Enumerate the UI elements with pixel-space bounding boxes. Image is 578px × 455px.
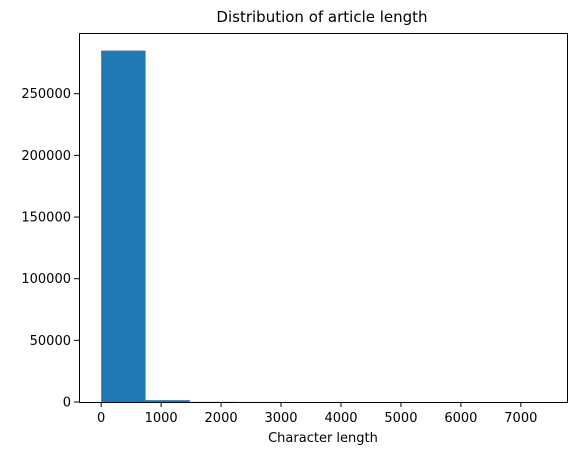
x-tick-label: 0 — [97, 411, 105, 426]
bars-layer — [101, 50, 545, 402]
y-tick-label: 0 — [63, 396, 71, 411]
histogram-bar — [101, 50, 146, 402]
x-tick-label: 5000 — [384, 411, 417, 426]
x-tick-label: 2000 — [205, 411, 238, 426]
x-tick-label: 6000 — [444, 411, 477, 426]
x-tick-label: 3000 — [264, 411, 297, 426]
x-tick-label: 4000 — [324, 411, 357, 426]
chart-title: Distribution of article length — [216, 8, 427, 26]
plot-frame — [79, 33, 568, 403]
y-axis-ticks: 0 50000 100000 150000 200000 250000 — [21, 87, 79, 411]
y-tick-label: 100000 — [21, 272, 71, 287]
y-tick-label: 250000 — [21, 87, 71, 102]
y-tick-label: 50000 — [30, 334, 71, 349]
y-tick-label: 150000 — [21, 211, 71, 226]
x-axis-ticks: 0 1000 2000 3000 4000 5000 6000 7000 — [97, 402, 537, 426]
y-tick-label: 200000 — [21, 149, 71, 164]
x-axis-label: Character length — [268, 431, 378, 446]
x-tick-label: 7000 — [504, 411, 537, 426]
histogram-bar — [145, 400, 190, 402]
x-tick-label: 1000 — [145, 411, 178, 426]
